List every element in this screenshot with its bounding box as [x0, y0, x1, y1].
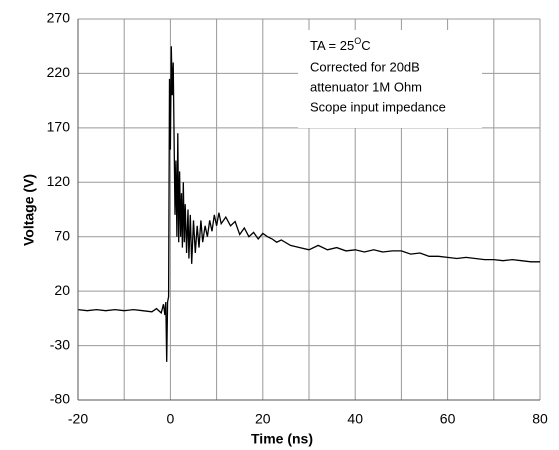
y-tick-label: -30 [50, 336, 70, 352]
y-tick-label: 120 [47, 173, 71, 189]
y-tick-label: 170 [47, 119, 71, 135]
x-tick-label: 20 [255, 411, 271, 427]
x-tick-label: 60 [440, 411, 456, 427]
annotation-box [298, 30, 482, 128]
x-tick-label: 80 [532, 411, 548, 427]
annotation-line: Scope input impedance [310, 99, 446, 114]
y-tick-label: 20 [54, 282, 70, 298]
y-tick-label: 70 [54, 227, 70, 243]
series-line [77, 46, 540, 362]
annotation-text: C [361, 38, 370, 53]
x-tick-label: -20 [68, 411, 88, 427]
annotation-text: TA = 25 [310, 38, 354, 53]
x-axis-label: Time (ns) [251, 431, 313, 447]
y-tick-label: 270 [47, 10, 71, 26]
annotation-line: TA = 25OC [310, 36, 371, 53]
y-tick-label: -80 [50, 391, 70, 407]
y-tick-label: 220 [47, 64, 71, 80]
x-tick-label: 40 [347, 411, 363, 427]
annotation-superscript: O [354, 36, 361, 46]
y-axis-label: Voltage (V) [21, 174, 37, 246]
annotation-line: attenuator 1M Ohm [310, 79, 422, 94]
annotation-line: Corrected for 20dB [310, 59, 420, 74]
x-tick-label: 0 [167, 411, 175, 427]
